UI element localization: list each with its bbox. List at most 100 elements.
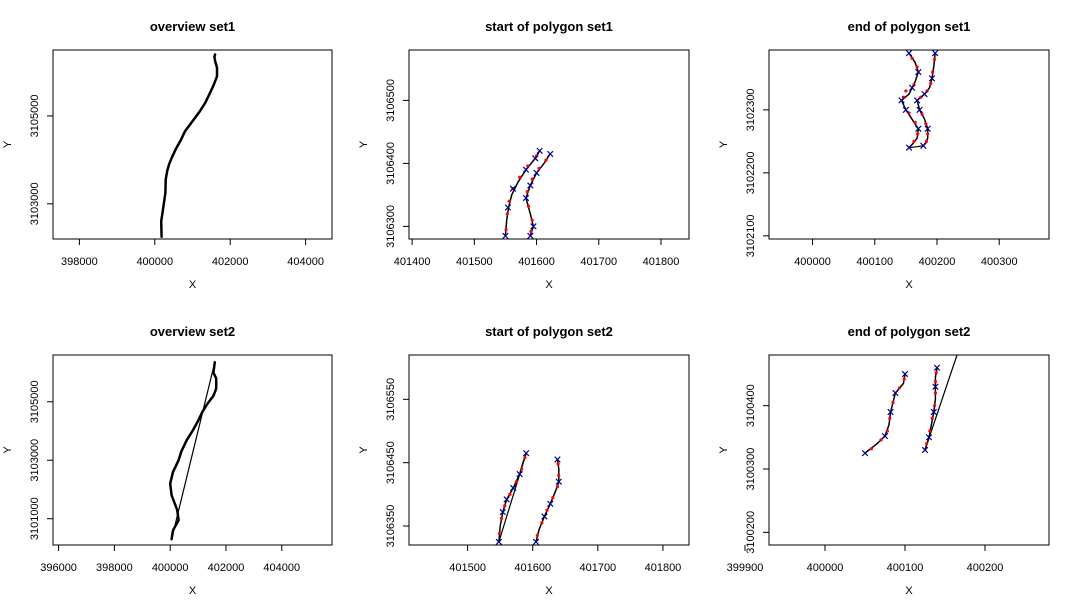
x-tick-label: 400200 — [967, 562, 1004, 574]
y-tick-label: 3100400 — [745, 384, 757, 427]
point-marker-x — [901, 370, 909, 378]
point-marker-red — [888, 416, 892, 420]
series-line-0 — [168, 361, 218, 541]
point-marker-x — [892, 389, 899, 397]
x-axis-label: X — [545, 585, 553, 597]
point-marker-x — [547, 150, 554, 158]
x-tick-label: 400000 — [136, 256, 173, 268]
panel-title: overview set1 — [150, 19, 235, 34]
point-marker-x — [921, 90, 928, 98]
x-tick-label: 400100 — [856, 256, 893, 268]
plot-area — [861, 355, 958, 457]
x-tick-label: 400000 — [794, 256, 831, 268]
point-marker-x — [925, 434, 933, 441]
x-tick-label: 401500 — [449, 562, 486, 574]
y-tick-label: 3106500 — [385, 79, 397, 122]
y-tick-label: 3106550 — [385, 378, 397, 421]
x-tick-label: 401600 — [518, 256, 555, 268]
point-marker-red — [929, 81, 933, 85]
point-marker-red — [928, 429, 932, 433]
point-marker-x — [522, 166, 530, 173]
point-marker-x — [861, 449, 869, 457]
x-tick-label: 401800 — [643, 256, 680, 268]
x-axis-label: X — [189, 585, 197, 597]
y-tick-label: 3101000 — [29, 497, 41, 540]
point-marker-red — [933, 391, 938, 395]
plot-frame — [52, 354, 333, 546]
point-marker-x — [499, 508, 506, 516]
point-marker-red — [525, 190, 529, 194]
panel-title: start of polygon set1 — [485, 19, 613, 34]
point-marker-x — [532, 538, 540, 545]
x-tick-label: 400100 — [887, 562, 924, 574]
point-marker-red — [913, 120, 917, 125]
x-tick-label: 400000 — [807, 562, 844, 574]
point-marker-x — [905, 50, 913, 57]
point-marker-red — [869, 447, 874, 451]
point-marker-red — [916, 132, 920, 136]
point-marker-x — [504, 204, 512, 211]
y-axis-label: Y — [718, 446, 730, 454]
x-tick-label: 401800 — [645, 562, 682, 574]
point-marker-x — [527, 232, 534, 239]
series-line-2 — [498, 452, 527, 543]
panel-p1: overview set1 398000 400000 402000 404000 310… — [2, 19, 333, 291]
x-tick-label: 402000 — [212, 256, 249, 268]
point-marker-x — [547, 500, 554, 508]
y-tick-label: 3106350 — [385, 505, 397, 548]
point-marker-red — [910, 56, 914, 60]
point-marker-x — [915, 125, 922, 132]
y-tick-label: 3105000 — [29, 380, 41, 423]
point-marker-red — [514, 480, 519, 484]
point-marker-red — [504, 227, 508, 232]
point-marker-red — [530, 218, 534, 222]
point-marker-red — [529, 229, 533, 234]
point-marker-red — [544, 158, 548, 162]
series-line-2 — [908, 145, 924, 149]
y-tick-label: 3102200 — [745, 151, 757, 194]
point-marker-x — [924, 125, 931, 132]
panel-p6: end of polygon set2 399900 400000 400100 400… — [718, 324, 1050, 597]
point-marker-red — [503, 504, 507, 508]
x-tick-label: 401600 — [514, 562, 551, 574]
y-axis-label: Y — [358, 446, 370, 454]
point-marker-red — [924, 122, 928, 126]
x-tick-label: 400200 — [919, 256, 956, 268]
point-marker-x — [536, 147, 543, 155]
point-marker-x — [522, 449, 530, 457]
point-marker-red — [915, 65, 919, 69]
series-line-0 — [864, 373, 906, 454]
x-tick-label: 400300 — [981, 256, 1018, 268]
point-marker-red — [891, 400, 895, 405]
point-marker-red — [551, 495, 555, 500]
point-marker-x — [881, 432, 889, 440]
point-marker-red — [904, 89, 908, 93]
y-tick-label: 3102300 — [745, 88, 757, 131]
point-marker-red — [526, 164, 530, 168]
y-tick-label: 3103000 — [29, 182, 41, 225]
panel-p2: start of polygon set1 401400 401500 401600 4… — [358, 19, 690, 291]
point-marker-x — [887, 408, 894, 416]
point-marker-x — [555, 478, 562, 485]
y-tick-label: 3100200 — [745, 511, 757, 554]
x-tick-label: 396000 — [40, 562, 77, 574]
panel-p3: end of polygon set1 400000 400100 400200 400… — [718, 19, 1050, 291]
point-marker-red — [535, 533, 539, 538]
point-marker-x — [913, 97, 921, 104]
point-marker-x — [915, 68, 922, 76]
point-marker-red — [545, 508, 549, 512]
point-marker-red — [885, 429, 890, 433]
x-tick-label: 398000 — [61, 256, 98, 268]
plot-area — [159, 53, 219, 239]
panel-title: end of polygon set2 — [848, 324, 971, 339]
x-axis-label: X — [905, 585, 913, 597]
series-line-0 — [504, 150, 541, 237]
point-marker-x — [516, 470, 523, 478]
x-axis-label: X — [905, 279, 913, 291]
point-marker-red — [508, 492, 512, 496]
point-marker-x — [920, 142, 927, 149]
point-marker-x — [509, 484, 517, 492]
point-marker-x — [933, 364, 941, 371]
point-marker-red — [897, 386, 902, 390]
point-marker-red — [932, 57, 937, 62]
